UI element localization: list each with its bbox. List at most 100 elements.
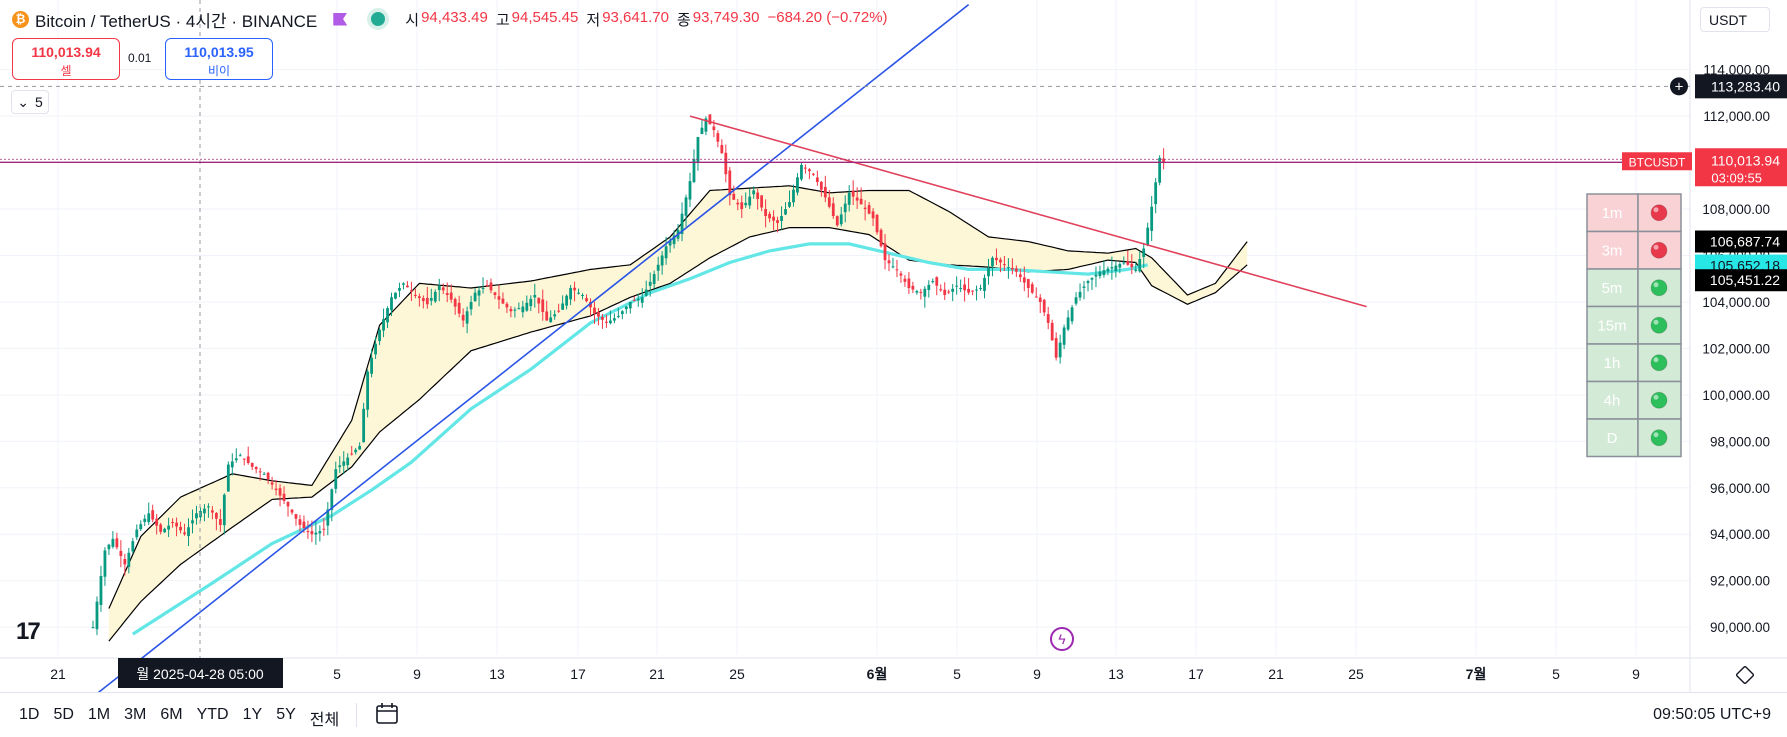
candle-body (1054, 338, 1058, 358)
candle-body (728, 170, 732, 196)
candle-body (537, 297, 541, 304)
candle-body (1034, 296, 1038, 298)
candle-body (959, 288, 963, 290)
indicators-toggle[interactable]: ⌄ 5 (11, 90, 49, 114)
period-5y[interactable]: 5Y (276, 706, 296, 723)
candle-body (342, 461, 346, 466)
candle-body (907, 278, 911, 289)
signal-tf-label: 15m (1597, 318, 1626, 335)
candle-body (971, 290, 974, 292)
period-1m[interactable]: 1M (87, 706, 111, 723)
bottom-toolbar: 1D 5D 1M 3M 6M YTD 1Y 5Y 전체 09:50:05 UTC… (0, 692, 1787, 737)
period-3m[interactable]: 3M (124, 706, 147, 723)
x-tick-label: 13 (489, 666, 505, 682)
sell-price: 110,013.94 (31, 44, 101, 60)
candle-body (796, 177, 799, 193)
sell-button[interactable]: 110,013.94 셀 (12, 38, 120, 80)
candle-body (143, 518, 147, 522)
candle-body (541, 299, 545, 313)
candle-body (509, 308, 513, 312)
flag-icon[interactable] (333, 12, 348, 26)
clock-timezone[interactable]: 09:50:05 UTC+9 (1653, 706, 1771, 723)
candle-body (1110, 267, 1114, 269)
candle-body (585, 298, 588, 302)
candle-body (616, 315, 620, 317)
candle-body (1030, 284, 1034, 293)
candle-body (1038, 297, 1042, 302)
candle-body (628, 301, 632, 309)
period-6m[interactable]: 6M (160, 706, 183, 723)
candle-body (724, 152, 728, 175)
close-label: 종 (676, 11, 691, 29)
candle-body (664, 246, 668, 259)
candle-body (684, 197, 688, 216)
signal-dot-highlight (1653, 282, 1659, 288)
toolbar-divider (356, 703, 357, 727)
level-label-2: 105,451.22 (1710, 272, 1780, 288)
candle-body (107, 544, 111, 550)
signal-status-dot (1650, 354, 1668, 372)
candle-body (1134, 269, 1138, 271)
candle-body (214, 513, 218, 519)
candle-body (557, 310, 561, 312)
x-tick-label: 25 (1348, 666, 1364, 682)
open-value: 94,433.49 (421, 8, 488, 26)
buy-label: 비이 (207, 64, 231, 78)
flash-icon[interactable]: ϟ (1050, 627, 1074, 651)
candle-body (461, 314, 465, 321)
signal-tf-label: 3m (1602, 243, 1623, 260)
currency-select[interactable]: USDT (1700, 7, 1770, 32)
high-value: 94,545.45 (511, 8, 579, 26)
candle-body (207, 506, 210, 508)
x-tick-label: 17 (1188, 666, 1204, 682)
candle-body (955, 285, 959, 287)
tradingview-logo-icon[interactable]: 17 (16, 618, 41, 645)
candle-body (951, 288, 955, 292)
candle-body (330, 489, 334, 510)
candle-body (581, 294, 584, 296)
candle-body (915, 291, 919, 293)
candle-body (1126, 261, 1130, 265)
candle-body (1102, 270, 1106, 275)
candle-body (748, 196, 752, 206)
period-1y[interactable]: 1Y (242, 706, 263, 723)
crosshair-price-label: 113,283.40 (1711, 78, 1780, 94)
buy-button[interactable]: 110,013.95 비이 (165, 38, 273, 80)
candle-body (843, 203, 847, 213)
candle-body (266, 472, 270, 480)
calendar-icon[interactable] (374, 701, 400, 727)
candle-body (732, 193, 736, 200)
period-1d[interactable]: 1D (19, 706, 40, 723)
candle-body (290, 509, 294, 513)
candle-body (187, 527, 190, 537)
period-5d[interactable]: 5D (53, 706, 74, 723)
symbol-title[interactable]: Bitcoin / TetherUS · 4시간 · BINANCE (35, 11, 318, 31)
candle-body (425, 298, 429, 305)
y-tick-label: 114,000.00 (1703, 63, 1770, 78)
candle-body (489, 282, 493, 291)
signal-dot-highlight (1653, 207, 1659, 213)
open-label: 시 (405, 11, 420, 29)
signal-status-dot (1650, 316, 1668, 334)
candle-body (226, 464, 230, 492)
candle-body (111, 538, 115, 547)
candle-body (394, 292, 397, 299)
candle-body (382, 318, 385, 331)
market-open-icon (371, 12, 386, 26)
candle-body (911, 285, 915, 290)
candle-body (274, 488, 278, 491)
y-tick-label: 96,000.00 (1710, 481, 1770, 496)
candle-body (294, 514, 298, 519)
close-value: 93,749.30 (692, 8, 760, 26)
crosshair-price-label-bg (1695, 74, 1787, 99)
candle-body (366, 371, 370, 410)
candle-body (935, 277, 939, 286)
candle-body (485, 285, 489, 287)
period-all[interactable]: 전체 (309, 712, 340, 729)
candle-body (254, 466, 258, 470)
period-ytd[interactable]: YTD (196, 706, 229, 723)
candle-body (708, 114, 712, 125)
candle-body (851, 190, 855, 197)
candle-body (421, 298, 425, 302)
